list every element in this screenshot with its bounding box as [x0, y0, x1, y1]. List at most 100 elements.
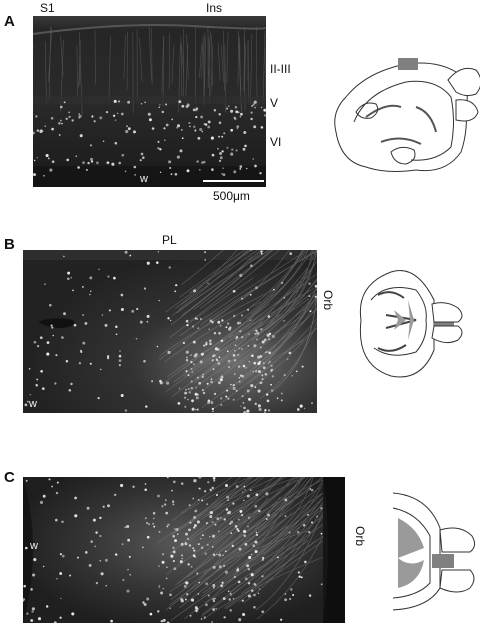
cell-texture — [235, 389, 238, 392]
cell-texture — [194, 509, 198, 513]
cell-texture — [41, 130, 44, 133]
cell-texture — [229, 522, 232, 525]
cell-texture — [184, 542, 188, 546]
cell-texture — [227, 590, 230, 592]
cell-texture — [161, 505, 164, 508]
cell-texture — [68, 389, 72, 392]
cell-texture — [59, 572, 63, 575]
cell-texture — [226, 389, 229, 392]
cell-texture — [106, 356, 110, 360]
cell-texture — [163, 127, 166, 130]
cell-texture — [176, 155, 180, 159]
cell-texture — [30, 619, 34, 622]
cell-texture — [221, 172, 224, 175]
cell-texture — [256, 331, 260, 335]
cell-texture — [241, 348, 243, 350]
cell-texture — [188, 528, 191, 532]
cell-texture — [302, 524, 306, 527]
cell-texture — [258, 509, 261, 513]
cell-texture — [221, 319, 224, 322]
cell-texture — [229, 609, 232, 612]
layer-label-v: V — [270, 96, 279, 110]
fiber-texture — [253, 507, 324, 587]
cell-texture — [257, 355, 261, 359]
cell-texture — [195, 109, 198, 112]
cell-texture — [144, 517, 147, 520]
fiber-texture — [250, 33, 253, 105]
cell-texture — [211, 407, 215, 411]
cell-texture — [180, 542, 184, 546]
cell-texture — [266, 333, 270, 337]
fiber-texture — [229, 492, 324, 560]
cell-texture — [254, 369, 258, 373]
fiber-texture — [123, 34, 126, 79]
fiber-texture — [170, 477, 262, 535]
cell-texture — [218, 332, 221, 335]
cell-texture — [212, 553, 216, 556]
cell-texture — [172, 550, 176, 554]
cell-texture — [207, 120, 211, 124]
cell-texture — [44, 125, 47, 127]
cell-texture — [198, 381, 202, 385]
cell-texture — [166, 477, 169, 479]
cell-texture — [223, 518, 226, 521]
cell-texture — [298, 575, 301, 578]
cell-texture — [118, 161, 122, 165]
cell-texture — [191, 325, 195, 328]
cell-texture — [252, 370, 255, 373]
cell-texture — [68, 111, 70, 114]
cell-texture — [197, 499, 200, 501]
cell-texture — [223, 616, 226, 619]
cell-texture — [151, 127, 155, 130]
cell-texture — [59, 616, 62, 619]
fiber-texture — [181, 477, 233, 514]
fiber-texture — [233, 477, 298, 528]
fiber-texture — [248, 318, 317, 384]
cell-texture — [159, 103, 161, 106]
cell-texture — [127, 100, 131, 104]
cell-texture — [25, 479, 28, 482]
fiber-texture — [250, 250, 305, 308]
cell-texture — [189, 521, 192, 524]
cell-texture — [190, 367, 193, 370]
cell-texture — [190, 354, 192, 356]
cell-texture — [252, 103, 255, 106]
cell-texture — [120, 293, 124, 297]
cell-texture — [78, 114, 82, 118]
fiber-texture — [208, 31, 211, 77]
cell-texture — [281, 281, 284, 284]
cell-texture — [250, 489, 252, 491]
cell-texture — [127, 568, 129, 571]
cell-texture — [211, 359, 214, 362]
cell-texture — [55, 491, 59, 495]
cell-texture — [217, 147, 219, 150]
cell-texture — [62, 554, 65, 558]
cell-texture — [261, 340, 265, 344]
cell-texture — [228, 598, 231, 601]
fiber-texture — [173, 284, 286, 383]
brain-schematic-c — [392, 492, 476, 611]
cell-texture — [187, 398, 189, 401]
cell-texture — [224, 570, 228, 574]
cell-texture — [277, 556, 279, 559]
cell-texture — [218, 530, 220, 532]
cell-texture — [266, 351, 268, 353]
cell-texture — [202, 373, 204, 376]
cell-texture — [67, 271, 71, 275]
fiber-texture — [179, 513, 293, 609]
cell-texture — [203, 616, 206, 619]
cell-texture — [69, 574, 72, 577]
cell-texture — [236, 127, 239, 130]
cell-texture — [89, 290, 92, 292]
fiber-texture — [199, 43, 203, 78]
cell-texture — [184, 391, 187, 395]
cell-texture — [241, 336, 244, 339]
cell-texture — [246, 389, 250, 393]
cell-texture — [261, 575, 264, 578]
cell-texture — [51, 127, 54, 131]
cell-texture — [42, 494, 46, 498]
cell-texture — [236, 568, 239, 572]
cell-texture — [261, 610, 265, 614]
cell-texture — [172, 480, 176, 484]
cell-texture — [46, 341, 50, 344]
